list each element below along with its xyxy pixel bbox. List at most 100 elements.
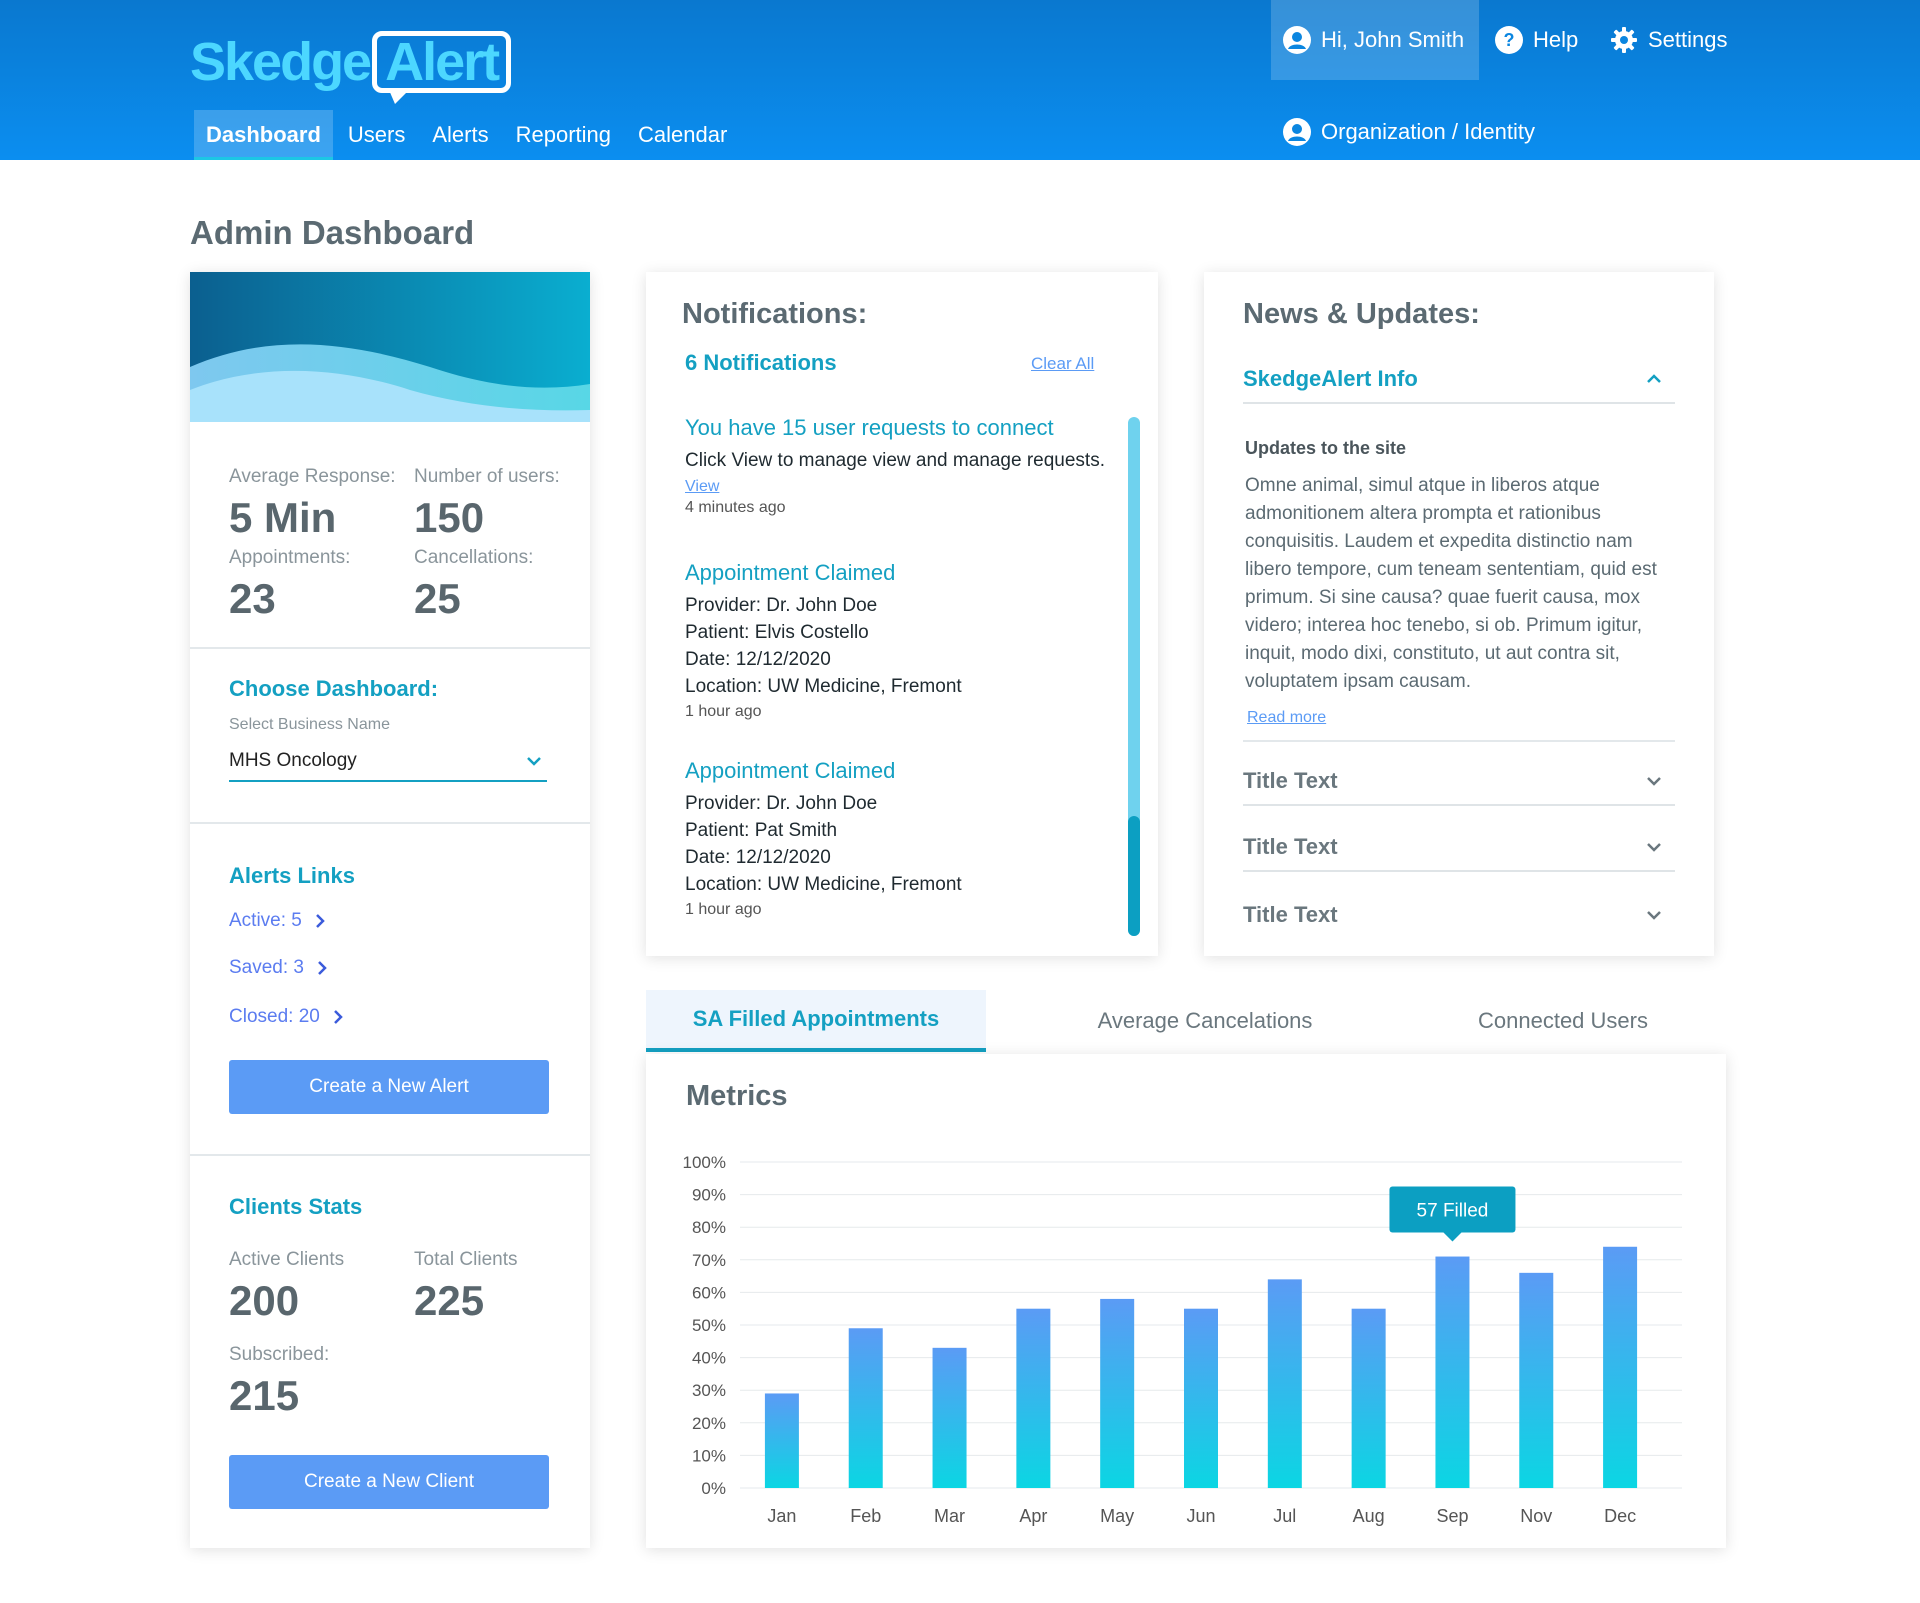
num-users-label: Number of users: xyxy=(414,466,560,487)
user-menu[interactable]: Hi, John Smith xyxy=(1271,0,1479,80)
help-icon: ? xyxy=(1495,26,1523,54)
alert-link-closed[interactable]: Closed: 20 xyxy=(229,1006,344,1028)
chevron-down-icon xyxy=(525,752,543,775)
tab-connected-users[interactable]: Connected Users xyxy=(1478,1008,1648,1033)
tab-sa-filled-appointments[interactable]: SA Filled Appointments xyxy=(646,990,986,1052)
business-select[interactable]: MHS Oncology xyxy=(229,746,547,782)
overview-card: Average Response: 5 Min Number of users:… xyxy=(190,272,590,1548)
accordion-title: Title Text xyxy=(1243,902,1338,927)
clear-all-link[interactable]: Clear All xyxy=(1031,354,1095,373)
tab-average-cancelations[interactable]: Average Cancelations xyxy=(1097,1008,1313,1033)
gear-icon xyxy=(1610,26,1638,54)
bar-feb xyxy=(848,1328,883,1488)
total-clients-value: 225 xyxy=(414,1277,485,1324)
accordion-title: Title Text xyxy=(1243,834,1338,859)
accordion-item[interactable]: Title Text xyxy=(1243,822,1675,872)
choose-dashboard-title: Choose Dashboard: xyxy=(229,676,439,701)
bar-jul xyxy=(1267,1279,1302,1488)
logo-speech-tail xyxy=(389,90,410,104)
org-user-icon xyxy=(1283,118,1311,146)
news-subtitle: Updates to the site xyxy=(1245,438,1407,458)
bar-dec xyxy=(1603,1246,1638,1488)
bar-sep xyxy=(1435,1256,1470,1488)
notification-item: Appointment Claimed Provider: Dr. John D… xyxy=(685,758,1125,922)
num-users-value: 150 xyxy=(414,494,485,541)
nav-reporting[interactable]: Reporting xyxy=(515,122,612,147)
x-tick-label: May xyxy=(1100,1506,1134,1526)
view-link[interactable]: View xyxy=(685,478,720,495)
notification-time: 1 hour ago xyxy=(685,901,762,918)
x-tick-label: Jan xyxy=(767,1506,796,1526)
logo-word-skedge: Skedge xyxy=(190,32,372,92)
tooltip-label: 57 Filled xyxy=(1417,1201,1489,1222)
notification-line: Provider: Dr. John Doe xyxy=(685,595,878,616)
chevron-right-icon xyxy=(333,1010,343,1024)
news-card: News & Updates: SkedgeAlert Info Updates… xyxy=(1204,272,1714,956)
chevron-down-icon xyxy=(1647,777,1661,786)
notifications-scroll-thumb[interactable] xyxy=(1128,816,1140,936)
y-tick-label: 90% xyxy=(692,1186,726,1205)
appointments-value: 23 xyxy=(229,575,276,622)
y-tick-label: 100% xyxy=(683,1153,726,1172)
notification-line: Location: UW Medicine, Fremont xyxy=(685,676,962,697)
x-tick-label: Aug xyxy=(1353,1506,1385,1526)
notifications-card: Notifications: 6 Notifications Clear All… xyxy=(646,272,1158,956)
accordion-skedgealert-info[interactable]: SkedgeAlert Info xyxy=(1243,354,1675,404)
news-body: Omne animal, simul atque in liberos atqu… xyxy=(1245,475,1657,692)
y-tick-label: 30% xyxy=(692,1381,726,1400)
alert-link-label: Closed: 20 xyxy=(229,1006,320,1027)
app-header: Skedge Alert Hi, John Smith ? Help xyxy=(0,0,1920,160)
nav-dashboard[interactable]: Dashboard xyxy=(194,110,333,160)
metrics-card: Metrics 100% 90% 80% 70% 60% 50% 40% 30% 20% 10% 0… xyxy=(646,1054,1726,1548)
x-tick-label: Nov xyxy=(1520,1506,1552,1526)
x-tick-label: Dec xyxy=(1604,1506,1636,1526)
chevron-right-icon xyxy=(315,914,325,928)
subscribed-label: Subscribed: xyxy=(229,1344,330,1365)
divider xyxy=(190,822,590,824)
accordion-item[interactable]: Title Text xyxy=(1243,890,1675,940)
header-wave-illustration xyxy=(190,272,590,422)
notification-time: 1 hour ago xyxy=(685,703,762,720)
alert-link-active[interactable]: Active: 5 xyxy=(229,910,326,932)
create-alert-button[interactable]: Create a New Alert xyxy=(229,1060,549,1114)
alert-link-label: Saved: 3 xyxy=(229,957,304,978)
accordion-item[interactable]: Title Text xyxy=(1243,756,1675,806)
bar-nov xyxy=(1519,1272,1554,1488)
logo-word-alert: Alert xyxy=(385,32,500,92)
x-tick-label: Mar xyxy=(934,1506,965,1526)
notification-title: Appointment Claimed xyxy=(685,758,896,783)
nav-alerts[interactable]: Alerts xyxy=(432,122,489,147)
chevron-up-icon xyxy=(1647,374,1661,383)
read-more-link[interactable]: Read more xyxy=(1247,709,1327,726)
notification-title: You have 15 user requests to connect xyxy=(685,415,1054,440)
y-tick-label: 10% xyxy=(692,1446,726,1465)
notification-line: Patient: Elvis Costello xyxy=(685,622,869,643)
nav-users[interactable]: Users xyxy=(347,122,406,147)
nav-calendar[interactable]: Calendar xyxy=(638,122,728,147)
x-tick-label: Jul xyxy=(1273,1506,1296,1526)
help-link[interactable]: ? Help xyxy=(1495,0,1578,80)
user-greeting: Hi, John Smith xyxy=(1321,27,1465,52)
settings-link[interactable]: Settings xyxy=(1610,0,1728,80)
notification-item: You have 15 user requests to connect Cli… xyxy=(685,415,1125,520)
alert-link-saved[interactable]: Saved: 3 xyxy=(229,957,328,979)
bar-jun xyxy=(1184,1308,1218,1488)
logo-speech-box: Alert xyxy=(372,31,512,104)
logo[interactable]: Skedge Alert xyxy=(190,28,512,104)
notification-line: Location: UW Medicine, Fremont xyxy=(685,874,962,895)
notification-item: Appointment Claimed Provider: Dr. John D… xyxy=(685,560,1125,724)
divider xyxy=(190,647,590,649)
organization-identity-link[interactable]: Organization / Identity xyxy=(1283,118,1535,146)
bar-jan xyxy=(764,1393,799,1488)
page-title: Admin Dashboard xyxy=(190,214,475,251)
notifications-scrollbar[interactable] xyxy=(1128,417,1140,936)
y-tick-label: 50% xyxy=(692,1316,726,1335)
accordion-title: Title Text xyxy=(1243,768,1338,793)
chevron-down-icon xyxy=(1647,911,1661,920)
avg-response-label: Average Response: xyxy=(229,466,396,487)
bar-may xyxy=(1100,1298,1135,1488)
metrics-title: Metrics xyxy=(686,1080,788,1112)
alert-link-label: Active: 5 xyxy=(229,910,302,931)
create-client-button[interactable]: Create a New Client xyxy=(229,1455,549,1509)
settings-label: Settings xyxy=(1648,27,1728,52)
